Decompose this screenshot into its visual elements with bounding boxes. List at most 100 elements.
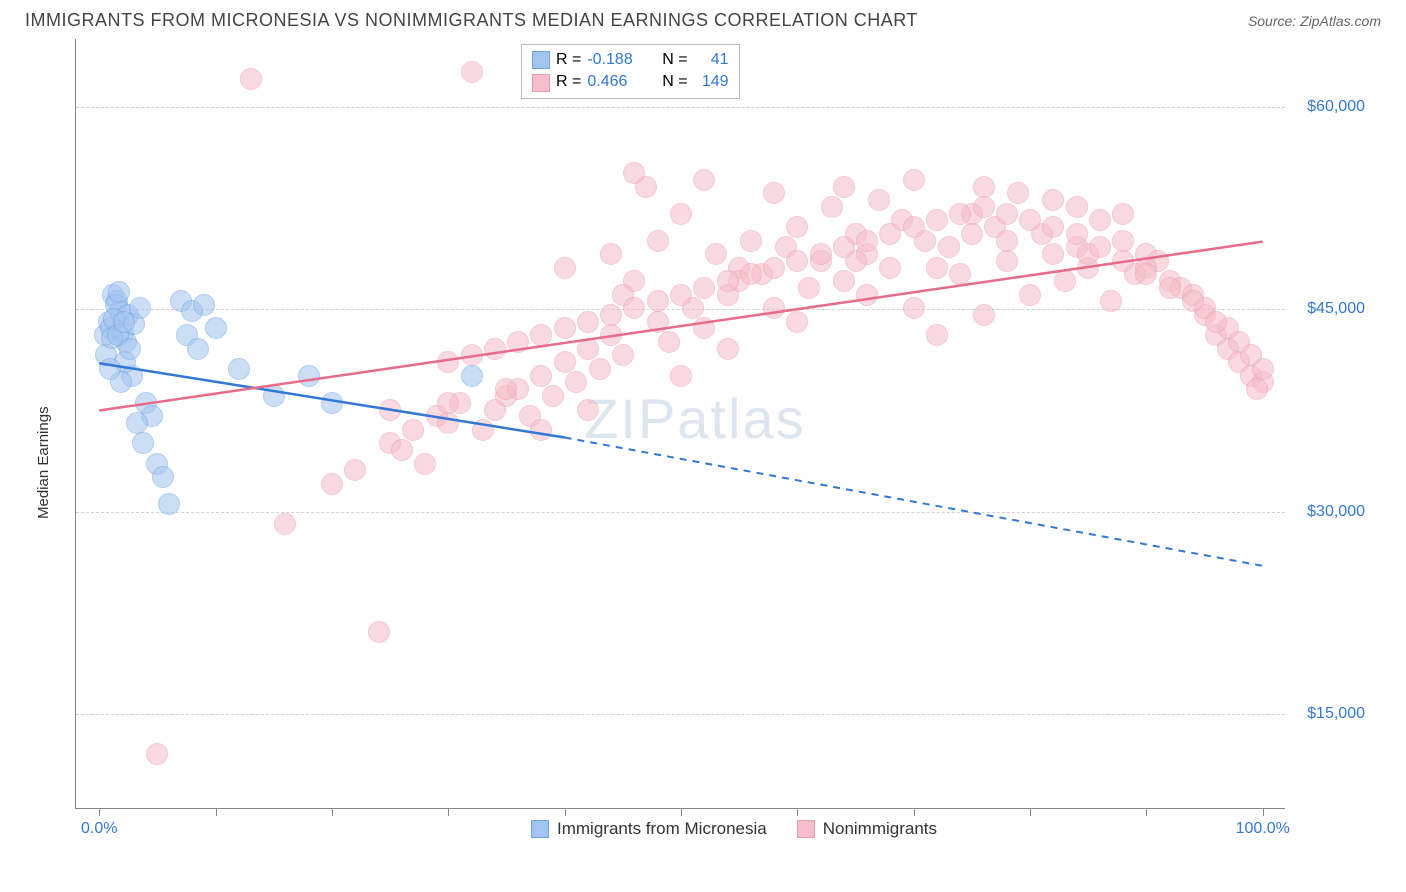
- data-point: [193, 294, 215, 316]
- data-point: [379, 399, 401, 421]
- data-point: [996, 230, 1018, 252]
- x-tick: [332, 808, 333, 816]
- x-tick: [681, 808, 682, 816]
- x-tick: [914, 808, 915, 816]
- data-point: [472, 419, 494, 441]
- data-point: [484, 338, 506, 360]
- data-point: [856, 230, 878, 252]
- gridline: [76, 107, 1285, 108]
- correlation-legend: R = -0.188 N = 41R = 0.466 N = 149: [521, 44, 740, 99]
- x-tick: [216, 808, 217, 816]
- data-point: [530, 324, 552, 346]
- legend-swatch: [532, 74, 550, 92]
- data-point: [717, 338, 739, 360]
- data-point: [495, 378, 517, 400]
- data-point: [1112, 250, 1134, 272]
- legend-r-value: -0.188: [587, 49, 647, 71]
- x-tick: [565, 808, 566, 816]
- legend-swatch: [532, 51, 550, 69]
- data-point: [1089, 209, 1111, 231]
- y-tick-label: $15,000: [1307, 705, 1365, 723]
- data-point: [1205, 311, 1227, 333]
- y-tick-label: $45,000: [1307, 300, 1365, 318]
- chart-title: IMMIGRANTS FROM MICRONESIA VS NONIMMIGRA…: [25, 10, 918, 31]
- data-point: [565, 371, 587, 393]
- data-point: [1066, 196, 1088, 218]
- chart-container: Median Earnings $15,000$30,000$45,000$60…: [25, 39, 1381, 869]
- data-point: [996, 203, 1018, 225]
- watermark: ZIPatlas: [584, 386, 805, 451]
- data-point: [647, 230, 669, 252]
- legend-n-value: 149: [694, 71, 729, 93]
- data-point: [228, 358, 250, 380]
- data-point: [926, 257, 948, 279]
- data-point: [240, 68, 262, 90]
- plot-area: $15,000$30,000$45,000$60,0000.0%100.0%ZI…: [75, 39, 1285, 809]
- data-point: [530, 365, 552, 387]
- data-point: [740, 230, 762, 252]
- data-point: [1007, 182, 1029, 204]
- data-point: [321, 392, 343, 414]
- data-point: [321, 473, 343, 495]
- legend-r-label: R =: [556, 49, 581, 71]
- data-point: [763, 182, 785, 204]
- x-tick: [1146, 808, 1147, 816]
- data-point: [973, 304, 995, 326]
- data-point: [1135, 263, 1157, 285]
- legend-series-name: Nonimmigrants: [823, 819, 937, 839]
- data-point: [414, 453, 436, 475]
- data-point: [132, 432, 154, 454]
- legend-row: R = 0.466 N = 149: [532, 71, 729, 93]
- data-point: [1019, 284, 1041, 306]
- data-point: [1019, 209, 1041, 231]
- data-point: [670, 284, 692, 306]
- data-point: [670, 203, 692, 225]
- data-point: [119, 338, 141, 360]
- y-tick-label: $60,000: [1307, 98, 1365, 116]
- data-point: [1100, 290, 1122, 312]
- data-point: [903, 297, 925, 319]
- data-point: [108, 281, 130, 303]
- data-point: [391, 439, 413, 461]
- data-point: [949, 263, 971, 285]
- data-point: [600, 304, 622, 326]
- data-point: [577, 399, 599, 421]
- legend-r-value: 0.466: [587, 71, 647, 93]
- data-point: [961, 223, 983, 245]
- data-point: [158, 493, 180, 515]
- data-point: [274, 513, 296, 535]
- data-point: [1054, 270, 1076, 292]
- data-point: [530, 419, 552, 441]
- data-point: [786, 250, 808, 272]
- data-point: [926, 324, 948, 346]
- legend-swatch: [531, 820, 549, 838]
- data-point: [554, 351, 576, 373]
- data-point: [1112, 203, 1134, 225]
- data-point: [1042, 216, 1064, 238]
- data-point: [1042, 189, 1064, 211]
- legend-swatch: [797, 820, 815, 838]
- x-tick: [1263, 808, 1264, 816]
- data-point: [1089, 236, 1111, 258]
- data-point: [402, 419, 424, 441]
- legend-n-value: 41: [694, 49, 729, 71]
- data-point: [879, 257, 901, 279]
- data-point: [187, 338, 209, 360]
- data-point: [810, 243, 832, 265]
- data-point: [554, 257, 576, 279]
- data-point: [126, 412, 148, 434]
- legend-r-label: R =: [556, 71, 581, 93]
- data-point: [833, 270, 855, 292]
- x-tick: [448, 808, 449, 816]
- data-point: [577, 311, 599, 333]
- data-point: [647, 311, 669, 333]
- data-point: [973, 176, 995, 198]
- data-point: [507, 331, 529, 353]
- data-point: [786, 216, 808, 238]
- data-point: [693, 277, 715, 299]
- trend-lines: [76, 39, 1286, 809]
- data-point: [938, 236, 960, 258]
- data-point: [205, 317, 227, 339]
- data-point: [146, 743, 168, 765]
- legend-n-label: N =: [653, 49, 687, 71]
